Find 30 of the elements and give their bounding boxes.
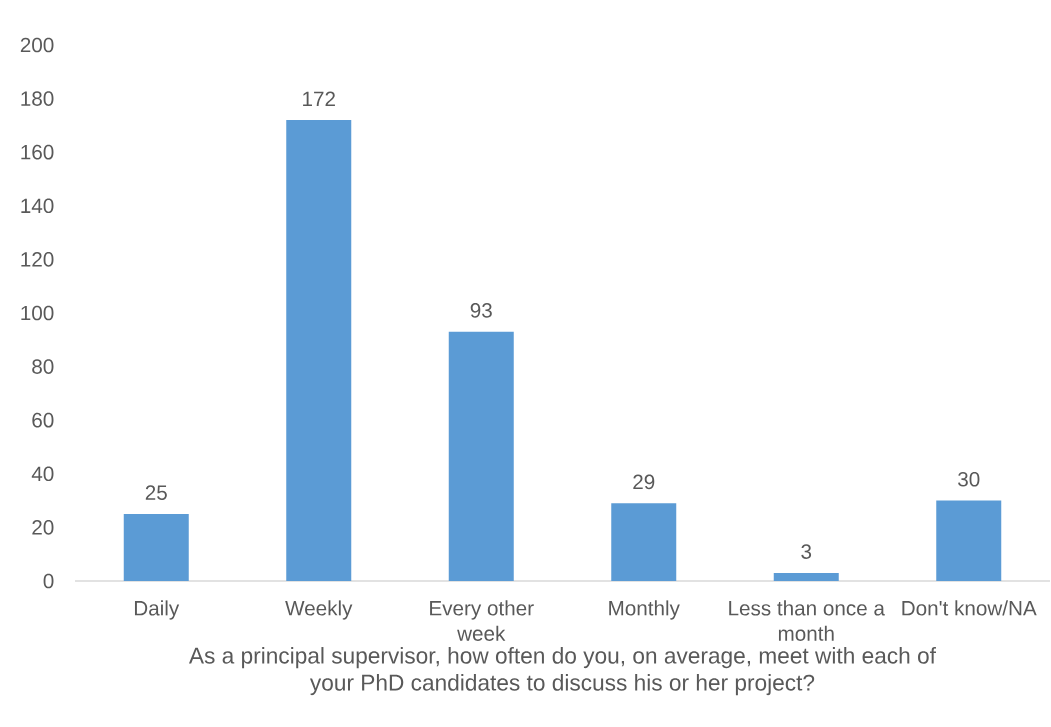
bar bbox=[611, 503, 677, 581]
data-label: 172 bbox=[303, 91, 335, 106]
x-tick-label: Daily bbox=[134, 600, 180, 620]
y-tick-label: 0 bbox=[43, 573, 54, 589]
x-tick-label: Don't know/NA bbox=[902, 600, 1037, 616]
x-tick-label: Less than once a month bbox=[729, 600, 885, 641]
y-tick-label: 100 bbox=[21, 305, 54, 321]
x-tick-label: Weekly bbox=[285, 600, 353, 620]
bar bbox=[286, 120, 352, 581]
y-tick-label: 80 bbox=[32, 359, 54, 374]
y-tick-label: 40 bbox=[31, 466, 54, 482]
bar bbox=[123, 513, 189, 581]
data-label: 30 bbox=[958, 471, 980, 487]
x-axis-title: As a principal supervisor, how often do you, on average, meet with each of your PhD candidates to discuss his or her project? bbox=[188, 647, 936, 696]
bar bbox=[448, 331, 514, 581]
data-label: 29 bbox=[633, 474, 655, 490]
x-tick-label: Every other week bbox=[430, 600, 534, 641]
y-tick-label: 60 bbox=[32, 412, 54, 428]
y-tick-label: 180 bbox=[21, 91, 54, 106]
data-label: 93 bbox=[470, 303, 492, 318]
y-tick-label: 120 bbox=[21, 252, 54, 267]
y-tick-label: 20 bbox=[32, 520, 54, 535]
data-label: 25 bbox=[145, 485, 167, 500]
y-tick-label: 200 bbox=[20, 37, 54, 53]
y-tick-label: 140 bbox=[21, 198, 54, 214]
bar bbox=[773, 572, 839, 581]
x-tick-label: Monthly bbox=[609, 600, 680, 620]
y-tick-label: 160 bbox=[21, 144, 54, 160]
data-label: 3 bbox=[801, 544, 812, 559]
bar bbox=[936, 500, 1002, 581]
